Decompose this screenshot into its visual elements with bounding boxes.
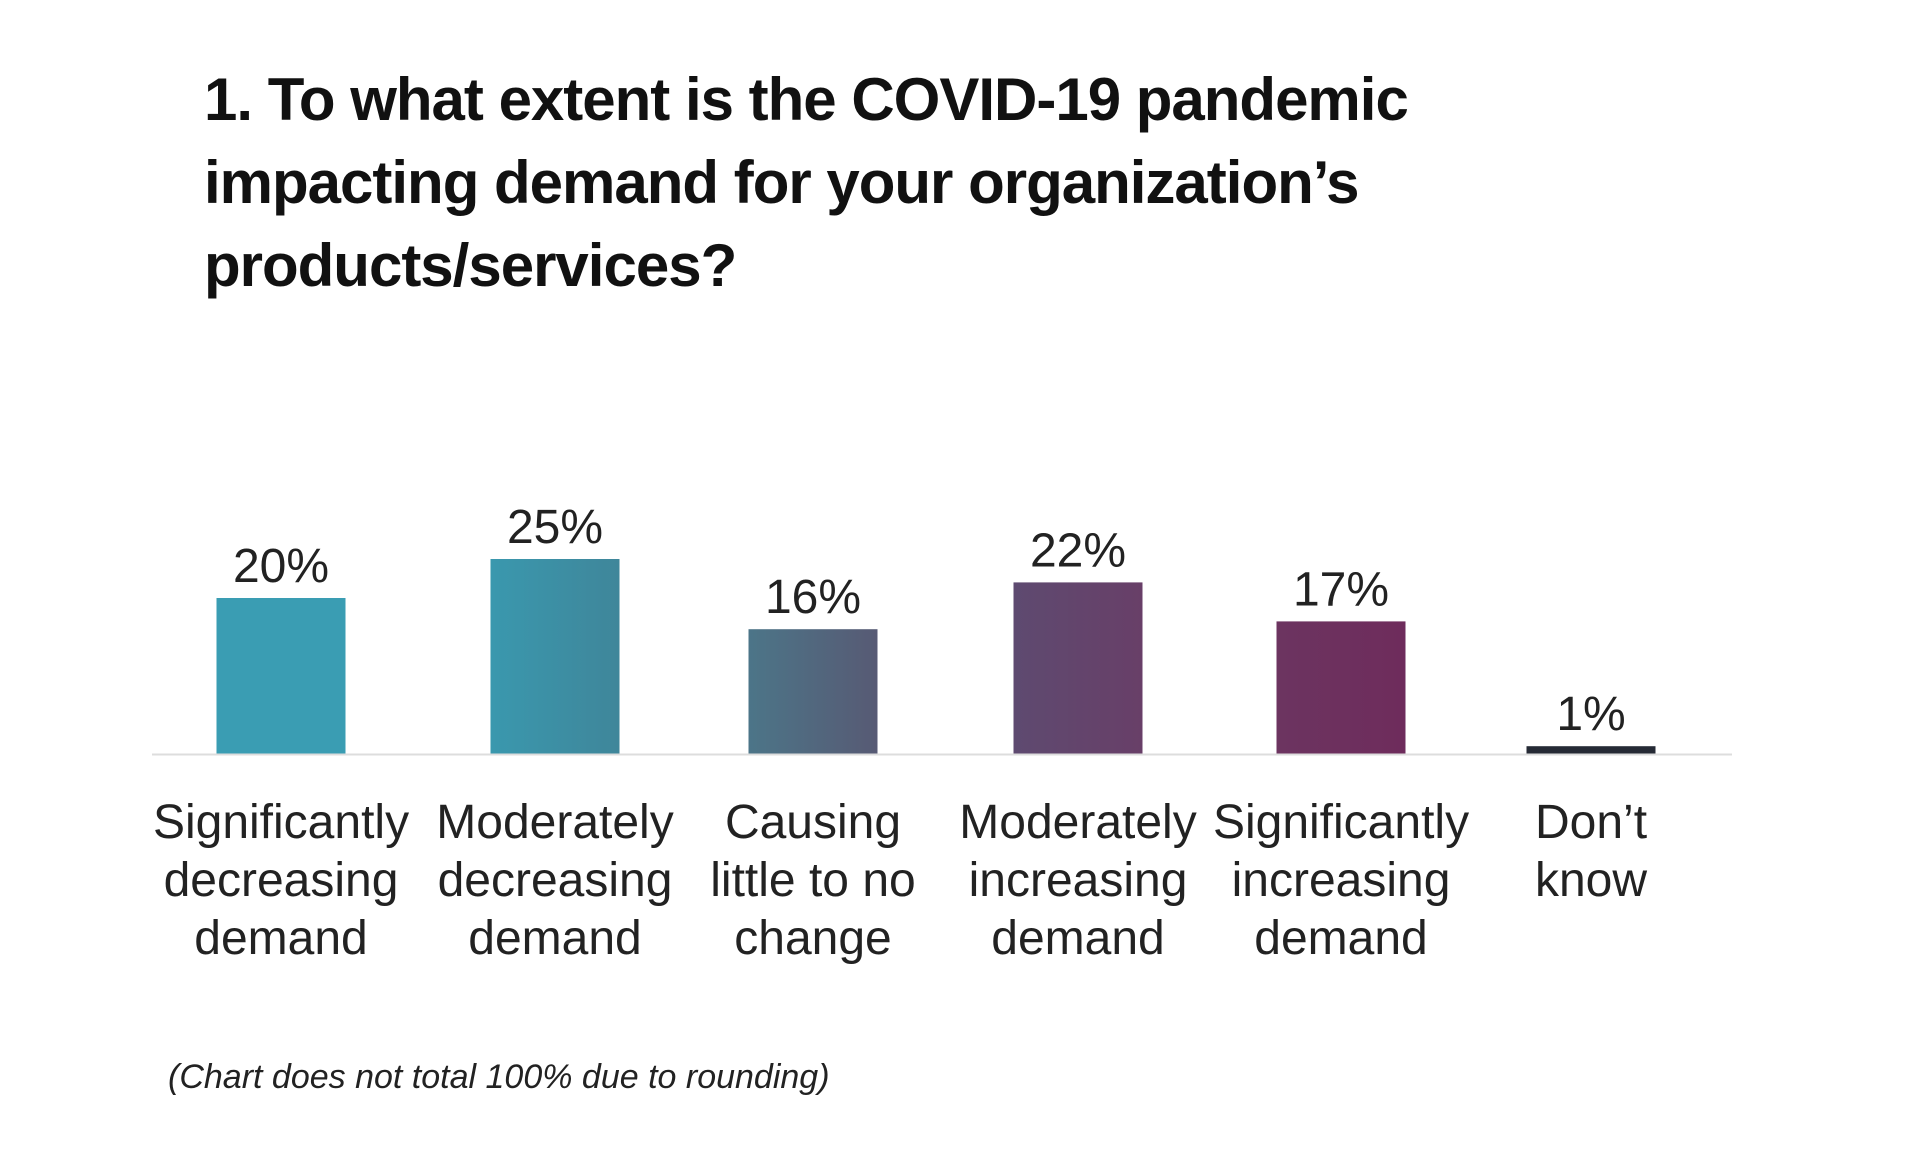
bar-4 bbox=[1013, 582, 1143, 754]
value-labels-group: 20% 25% 16% 22% 17% 1% bbox=[233, 501, 1626, 741]
category-label-5: Significantly increasing demand bbox=[1213, 796, 1469, 965]
value-label-6: 1% bbox=[1556, 688, 1625, 741]
category-label-4: Moderately increasing demand bbox=[959, 796, 1196, 965]
category-label-6: Don’t know bbox=[1535, 796, 1647, 907]
chart-footnote: (Chart does not total 100% due to roundi… bbox=[168, 1058, 830, 1096]
value-label-2: 25% bbox=[507, 501, 603, 554]
value-label-1: 20% bbox=[233, 540, 329, 593]
bar-5 bbox=[1276, 621, 1406, 754]
value-label-5: 17% bbox=[1293, 563, 1389, 616]
bar-3 bbox=[748, 629, 878, 754]
chart-title: 1. To what extent is the COVID-19 pandem… bbox=[204, 66, 1409, 299]
category-label-3: Causing little to no change bbox=[710, 796, 915, 965]
category-label-1: Significantly decreasing demand bbox=[153, 796, 409, 965]
bar-6 bbox=[1526, 746, 1656, 754]
value-label-3: 16% bbox=[765, 571, 861, 624]
value-label-4: 22% bbox=[1030, 524, 1126, 577]
bars-group bbox=[216, 559, 1656, 754]
bar-2 bbox=[490, 559, 620, 754]
category-label-2: Moderately decreasing demand bbox=[436, 796, 673, 965]
bar-1 bbox=[216, 598, 346, 754]
